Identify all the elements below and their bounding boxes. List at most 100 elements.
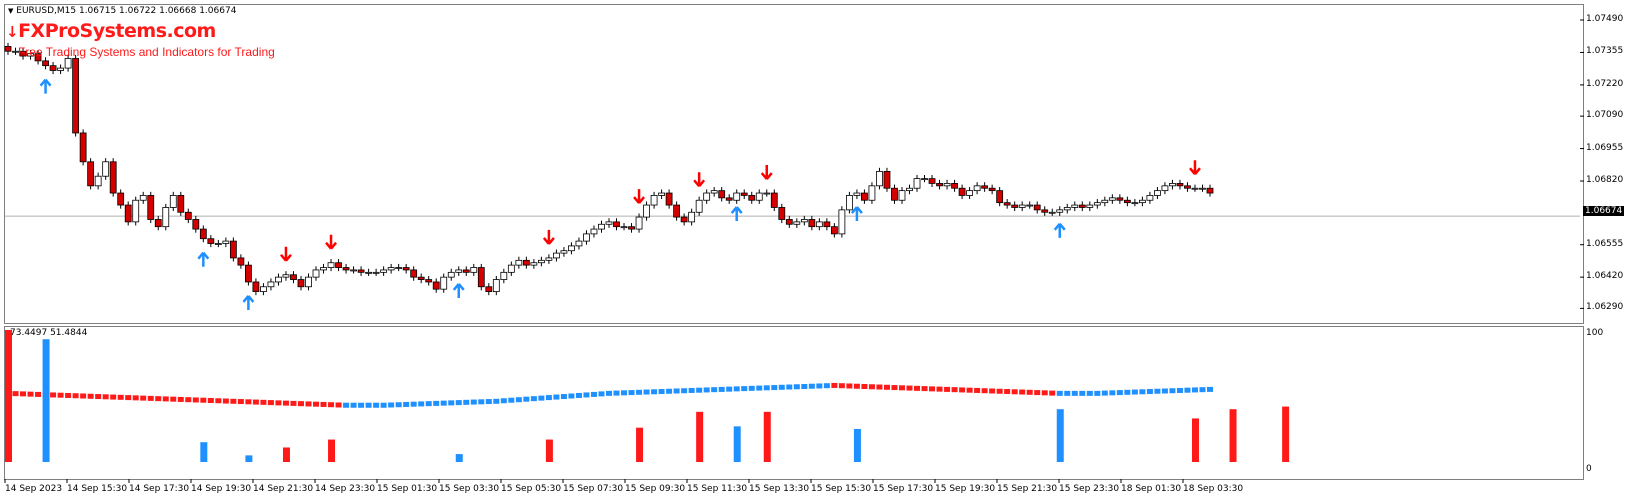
up-arrow-icon [452, 283, 465, 298]
indicator-line-dot [621, 390, 628, 396]
time-tick-label: 15 Sep 21:30 [997, 484, 1058, 494]
indicator-line-dot [433, 400, 440, 406]
bull-candle [635, 216, 643, 230]
indicator-line-dot [1079, 390, 1086, 396]
bear-candle [229, 240, 237, 259]
indicator-line-dot [350, 402, 357, 408]
bear-candle [778, 207, 786, 220]
bull-candle [1056, 209, 1064, 213]
bull-candle [350, 269, 357, 272]
time-tick-label: 15 Sep 03:30 [439, 484, 500, 494]
indicator-line-dot [455, 400, 462, 406]
bull-candle [94, 175, 102, 187]
bull-candle [440, 276, 448, 290]
bear-candle [928, 178, 936, 184]
price-tick-label: 1.07090 [1586, 110, 1624, 121]
bull-candle [395, 267, 403, 269]
indicator-line-dot [395, 402, 402, 408]
time-tick-label: 14 Sep 2023 [5, 484, 63, 494]
indicator-line-dot [388, 402, 395, 408]
triangle-down-icon[interactable]: ▼ [8, 7, 14, 15]
indicator-line-dot [478, 399, 485, 405]
indicator-line-dot [448, 400, 455, 406]
indicator-panel[interactable] [4, 326, 1584, 480]
bear-candle [808, 219, 816, 228]
indicator-line-dot [87, 393, 94, 399]
indicator-line-dot [1109, 390, 1116, 396]
indicator-line-dot [493, 398, 500, 404]
price-chart-panel[interactable] [4, 4, 1584, 324]
indicator-line-dot [117, 394, 124, 400]
bull-candle [583, 233, 590, 242]
indicator-bar [200, 442, 208, 462]
indicator-bar [1282, 406, 1290, 462]
bear-candle [1011, 204, 1019, 208]
indicator-line-dot [1056, 390, 1063, 396]
bear-candle [1176, 183, 1184, 187]
bull-candle [492, 279, 500, 292]
bull-candle [455, 269, 463, 273]
bull-candle [695, 199, 703, 213]
bull-candle [1071, 204, 1079, 208]
indicator-line-dot [297, 401, 304, 407]
bull-candle [853, 192, 861, 196]
indicator-line-dot [500, 398, 507, 404]
indicator-line-dot [696, 387, 703, 393]
price-tick-label: 1.06820 [1586, 175, 1624, 186]
indicator-bar [5, 330, 12, 462]
indicator-line-dot [1146, 389, 1153, 395]
down-arrow-icon [280, 246, 292, 262]
bull-candle [139, 195, 147, 201]
indicator-line-dot [373, 402, 380, 408]
up-arrow-icon [242, 295, 255, 310]
indicator-line-dot [643, 389, 650, 395]
bear-candle [891, 187, 898, 201]
indicator-line-dot [275, 400, 282, 406]
indicator-bar [245, 455, 253, 462]
indicator-bar [1191, 418, 1199, 462]
up-arrow-icon [850, 206, 863, 222]
indicator-line-dot [929, 386, 936, 392]
bull-candle [688, 211, 696, 223]
time-tick-label: 14 Sep 19:30 [191, 484, 252, 494]
bull-candle [275, 276, 282, 283]
bull-candle [921, 178, 928, 181]
bull-candle [380, 269, 388, 273]
bull-candle [906, 187, 913, 192]
indicator-line-dot [508, 397, 515, 403]
indicator-line-dot [974, 387, 981, 393]
indicator-line-dot [763, 385, 770, 391]
bear-candle [117, 192, 125, 206]
indicator-line-dot [185, 397, 192, 403]
bull-candle [1018, 204, 1026, 208]
down-arrow-icon [693, 172, 706, 188]
indicator-line-dot [72, 393, 79, 399]
indicator-line-dot [425, 401, 432, 407]
bear-candle [49, 65, 57, 71]
bear-candle [417, 276, 425, 280]
indicator-line-dot [35, 391, 42, 397]
indicator-line-dot [102, 394, 109, 400]
bull-candle [27, 53, 34, 57]
bull-candle [267, 281, 275, 288]
indicator-bar [696, 411, 704, 462]
time-tick-label: 15 Sep 09:30 [625, 484, 686, 494]
indicator-line-dot [816, 383, 823, 389]
indicator-line-dot [125, 395, 132, 401]
bull-candle [282, 274, 290, 278]
indicator-bar [42, 339, 50, 462]
indicator-line-dot [207, 397, 214, 403]
price-tick-label: 1.07220 [1586, 78, 1624, 89]
indicator-line-dot [996, 388, 1003, 394]
indicator-line-dot [252, 399, 259, 405]
indicator-line-dot [688, 387, 695, 393]
indicator-line-dot [1101, 390, 1108, 396]
indicator-line-dot [27, 391, 34, 397]
up-arrow-icon [197, 251, 210, 267]
bull-candle [1191, 187, 1199, 190]
bull-candle [943, 183, 951, 187]
indicator-line-dot [681, 388, 688, 394]
indicator-line-dot [410, 401, 417, 407]
indicator-line-dot [590, 391, 597, 397]
